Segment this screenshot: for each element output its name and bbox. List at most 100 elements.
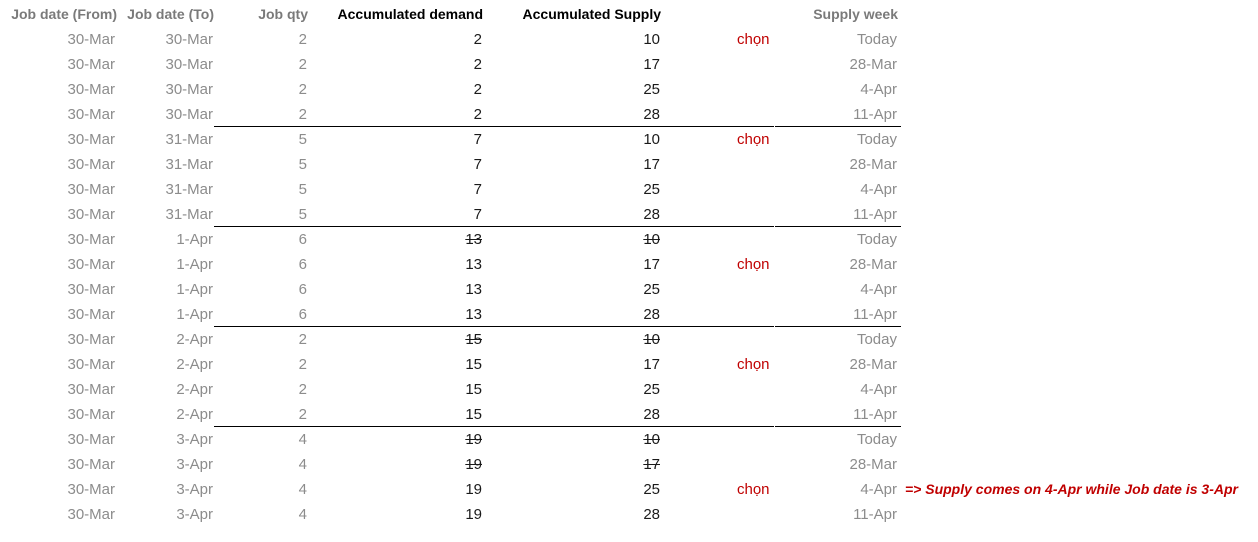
cell-job-date-from: 30-Mar xyxy=(67,481,115,498)
cell-job-date-from: 30-Mar xyxy=(67,256,115,273)
cell-choose: chọn xyxy=(737,481,770,498)
cell-supply-week: 4-Apr xyxy=(860,381,897,398)
cell-accumulated-demand: 7 xyxy=(473,131,482,148)
cell-supply-week: Today xyxy=(856,331,897,348)
cell-accumulated-demand: 19 xyxy=(465,481,482,498)
group-separator xyxy=(775,426,901,427)
header-job-date-from: Job date (From) xyxy=(11,6,117,22)
cell-job-date-from: 30-Mar xyxy=(67,306,115,323)
cell-job-qty: 2 xyxy=(298,31,307,48)
cell-accumulated-supply: 25 xyxy=(643,181,660,198)
cell-job-qty: 2 xyxy=(298,56,307,73)
cell-job-qty: 2 xyxy=(298,406,307,423)
cell-accumulated-supply: 17 xyxy=(643,456,660,473)
cell-supply-week: 11-Apr xyxy=(853,206,897,223)
cell-supply-week: 28-Mar xyxy=(849,456,897,473)
group-separator xyxy=(214,426,774,427)
annotation-note: => Supply comes on 4-Apr while Job date … xyxy=(905,481,1238,497)
cell-accumulated-demand: 13 xyxy=(465,306,482,323)
cell-accumulated-demand: 2 xyxy=(473,56,482,73)
cell-job-qty: 4 xyxy=(298,481,307,498)
cell-accumulated-demand: 15 xyxy=(465,406,482,423)
cell-job-date-from: 30-Mar xyxy=(67,431,115,448)
header-supply-week: Supply week xyxy=(813,6,898,22)
cell-job-date-to: 31-Mar xyxy=(165,181,213,198)
cell-accumulated-supply: 25 xyxy=(643,281,660,298)
cell-choose: chọn xyxy=(737,256,770,273)
cell-accumulated-supply: 25 xyxy=(643,481,660,498)
cell-accumulated-supply: 17 xyxy=(643,356,660,373)
cell-job-date-to: 1-Apr xyxy=(176,231,213,248)
cell-job-qty: 2 xyxy=(298,356,307,373)
cell-accumulated-demand: 2 xyxy=(473,81,482,98)
cell-job-qty: 6 xyxy=(298,281,307,298)
cell-supply-week: 11-Apr xyxy=(853,506,897,523)
cell-accumulated-demand: 19 xyxy=(465,431,482,448)
cell-accumulated-demand: 15 xyxy=(465,331,482,348)
cell-job-date-to: 2-Apr xyxy=(176,406,213,423)
cell-choose: chọn xyxy=(737,31,770,48)
cell-accumulated-demand: 7 xyxy=(473,156,482,173)
cell-job-date-to: 2-Apr xyxy=(176,381,213,398)
cell-accumulated-demand: 13 xyxy=(465,231,482,248)
cell-job-qty: 4 xyxy=(298,431,307,448)
cell-job-date-from: 30-Mar xyxy=(67,81,115,98)
cell-accumulated-supply: 25 xyxy=(643,381,660,398)
cell-job-qty: 2 xyxy=(298,331,307,348)
cell-job-date-from: 30-Mar xyxy=(67,31,115,48)
cell-job-date-from: 30-Mar xyxy=(67,181,115,198)
group-separator xyxy=(775,326,901,327)
group-separator xyxy=(775,126,901,127)
cell-supply-week: 4-Apr xyxy=(860,281,897,298)
cell-accumulated-supply: 17 xyxy=(643,56,660,73)
cell-accumulated-supply: 28 xyxy=(643,206,660,223)
cell-supply-week: Today xyxy=(856,431,897,448)
cell-accumulated-demand: 13 xyxy=(465,281,482,298)
cell-accumulated-supply: 25 xyxy=(643,81,660,98)
cell-job-date-from: 30-Mar xyxy=(67,331,115,348)
cell-job-date-to: 3-Apr xyxy=(176,506,213,523)
cell-job-date-from: 30-Mar xyxy=(67,381,115,398)
cell-job-date-to: 31-Mar xyxy=(165,206,213,223)
cell-job-qty: 5 xyxy=(298,156,307,173)
cell-job-date-from: 30-Mar xyxy=(67,106,115,123)
cell-job-date-to: 30-Mar xyxy=(165,106,213,123)
cell-accumulated-demand: 13 xyxy=(465,256,482,273)
cell-job-date-to: 30-Mar xyxy=(165,81,213,98)
cell-supply-week: Today xyxy=(856,231,897,248)
cell-job-qty: 4 xyxy=(298,456,307,473)
cell-accumulated-supply: 28 xyxy=(643,406,660,423)
cell-accumulated-demand: 15 xyxy=(465,356,482,373)
cell-job-date-to: 30-Mar xyxy=(165,56,213,73)
cell-job-date-to: 3-Apr xyxy=(176,431,213,448)
cell-choose: chọn xyxy=(737,356,770,373)
cell-job-qty: 5 xyxy=(298,131,307,148)
cell-job-date-to: 3-Apr xyxy=(176,481,213,498)
cell-supply-week: 11-Apr xyxy=(853,306,897,323)
cell-supply-week: 28-Mar xyxy=(849,56,897,73)
cell-job-date-to: 2-Apr xyxy=(176,356,213,373)
header-accumulated-demand: Accumulated demand xyxy=(337,6,483,22)
cell-job-date-to: 1-Apr xyxy=(176,281,213,298)
cell-job-qty: 6 xyxy=(298,231,307,248)
cell-job-qty: 5 xyxy=(298,206,307,223)
cell-job-date-from: 30-Mar xyxy=(67,281,115,298)
cell-job-qty: 6 xyxy=(298,306,307,323)
cell-accumulated-supply: 28 xyxy=(643,106,660,123)
cell-accumulated-supply: 17 xyxy=(643,256,660,273)
cell-job-date-from: 30-Mar xyxy=(67,456,115,473)
cell-supply-week: 4-Apr xyxy=(860,81,897,98)
cell-accumulated-supply: 17 xyxy=(643,156,660,173)
header-accumulated-supply: Accumulated Supply xyxy=(522,6,661,22)
cell-job-date-from: 30-Mar xyxy=(67,406,115,423)
cell-supply-week: 28-Mar xyxy=(849,256,897,273)
cell-job-date-from: 30-Mar xyxy=(67,206,115,223)
cell-job-date-to: 3-Apr xyxy=(176,456,213,473)
cell-accumulated-supply: 28 xyxy=(643,306,660,323)
header-job-qty: Job qty xyxy=(258,6,308,22)
cell-job-date-to: 2-Apr xyxy=(176,331,213,348)
cell-accumulated-demand: 2 xyxy=(473,31,482,48)
cell-accumulated-supply: 10 xyxy=(643,331,660,348)
cell-job-date-from: 30-Mar xyxy=(67,131,115,148)
cell-job-qty: 5 xyxy=(298,181,307,198)
